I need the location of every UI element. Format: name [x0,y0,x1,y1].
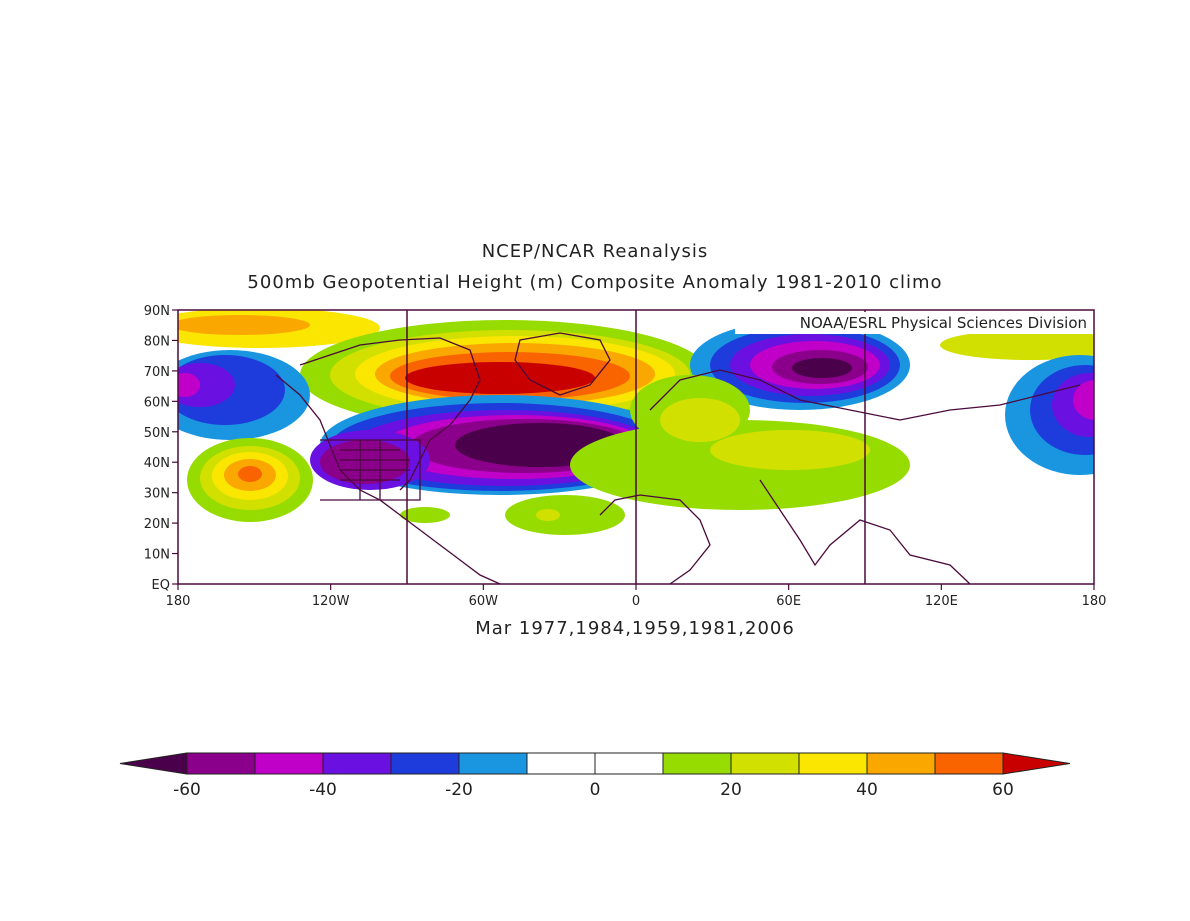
colorbar-high-arrow [1002,752,1071,775]
colorbar-swatch [866,752,936,775]
credit-label: NOAA/ESRL Physical Sciences Division [800,314,1087,332]
lat-label: 60N [144,395,170,410]
lat-label: 10N [144,548,170,563]
colorbar-label: 40 [856,780,878,800]
colorbar-swatch [254,752,324,775]
colorbar-swatch [526,752,596,775]
colorbar-label: 0 [590,780,601,800]
colorbar-swatch [730,752,800,775]
coastlines [275,332,1081,584]
lat-label: 20N [144,517,170,532]
lon-label: 60W [469,594,499,609]
colorbar-swatch [390,752,460,775]
title-line-1: NCEP/NCAR Reanalysis [481,241,709,262]
lat-label: 70N [144,365,170,380]
lon-label: 180 [1082,594,1107,609]
anomaly-positive-pacific [187,438,313,522]
colorbar-label: -40 [309,780,337,800]
anomaly-positive-eurasia [570,375,910,510]
lat-label: 50N [144,426,170,441]
anomaly-negative-siberia [690,320,910,410]
lat-axis: EQ 10N 20N 30N 40N 50N 60N 70N 80N 90N [144,304,178,593]
colorbar-swatch [322,752,392,775]
anomaly-arctic-east [940,330,1094,360]
anomaly-field [178,310,1094,584]
anomaly-positive-greenland [300,320,710,430]
colorbar-swatch [594,752,664,775]
lat-label: 30N [144,487,170,502]
lat-label: 90N [144,304,170,319]
lat-label: 40N [144,456,170,471]
anomaly-negative-east-pacific [1005,355,1094,475]
anomaly-arctic-band-core [178,315,310,335]
lon-label: 120W [312,594,350,609]
anomaly-negative-pacific [178,350,310,440]
colorbar-label: -60 [173,780,201,800]
title-line-2: 500mb Geopotential Height (m) Composite … [247,272,943,293]
credit-box [735,312,1092,334]
lon-label: 180 [166,594,191,609]
lon-axis: 180 120W 60W 0 60E 120E 180 [166,584,1107,609]
colorbar-swatch [458,752,528,775]
colorbar-swatch [934,752,1004,775]
colorbar-swatch [186,752,256,775]
colorbar-label: -20 [445,780,473,800]
lat-label: 80N [144,334,170,349]
colorbar-low-arrow [119,752,188,775]
dates-label: Mar 1977,1984,1959,1981,2006 [475,618,795,639]
colorbar: -60 -40 -20 0 20 40 60 [119,752,1071,800]
colorbar-label: 20 [720,780,742,800]
lon-label: 0 [632,594,640,609]
colorbar-swatch [798,752,868,775]
lat-label: EQ [152,578,170,593]
colorbar-swatch [662,752,732,775]
meridian-lines [406,310,866,584]
lon-label: 120E [925,594,958,609]
colorbar-label: 60 [992,780,1014,800]
lon-label: 60E [776,594,801,609]
